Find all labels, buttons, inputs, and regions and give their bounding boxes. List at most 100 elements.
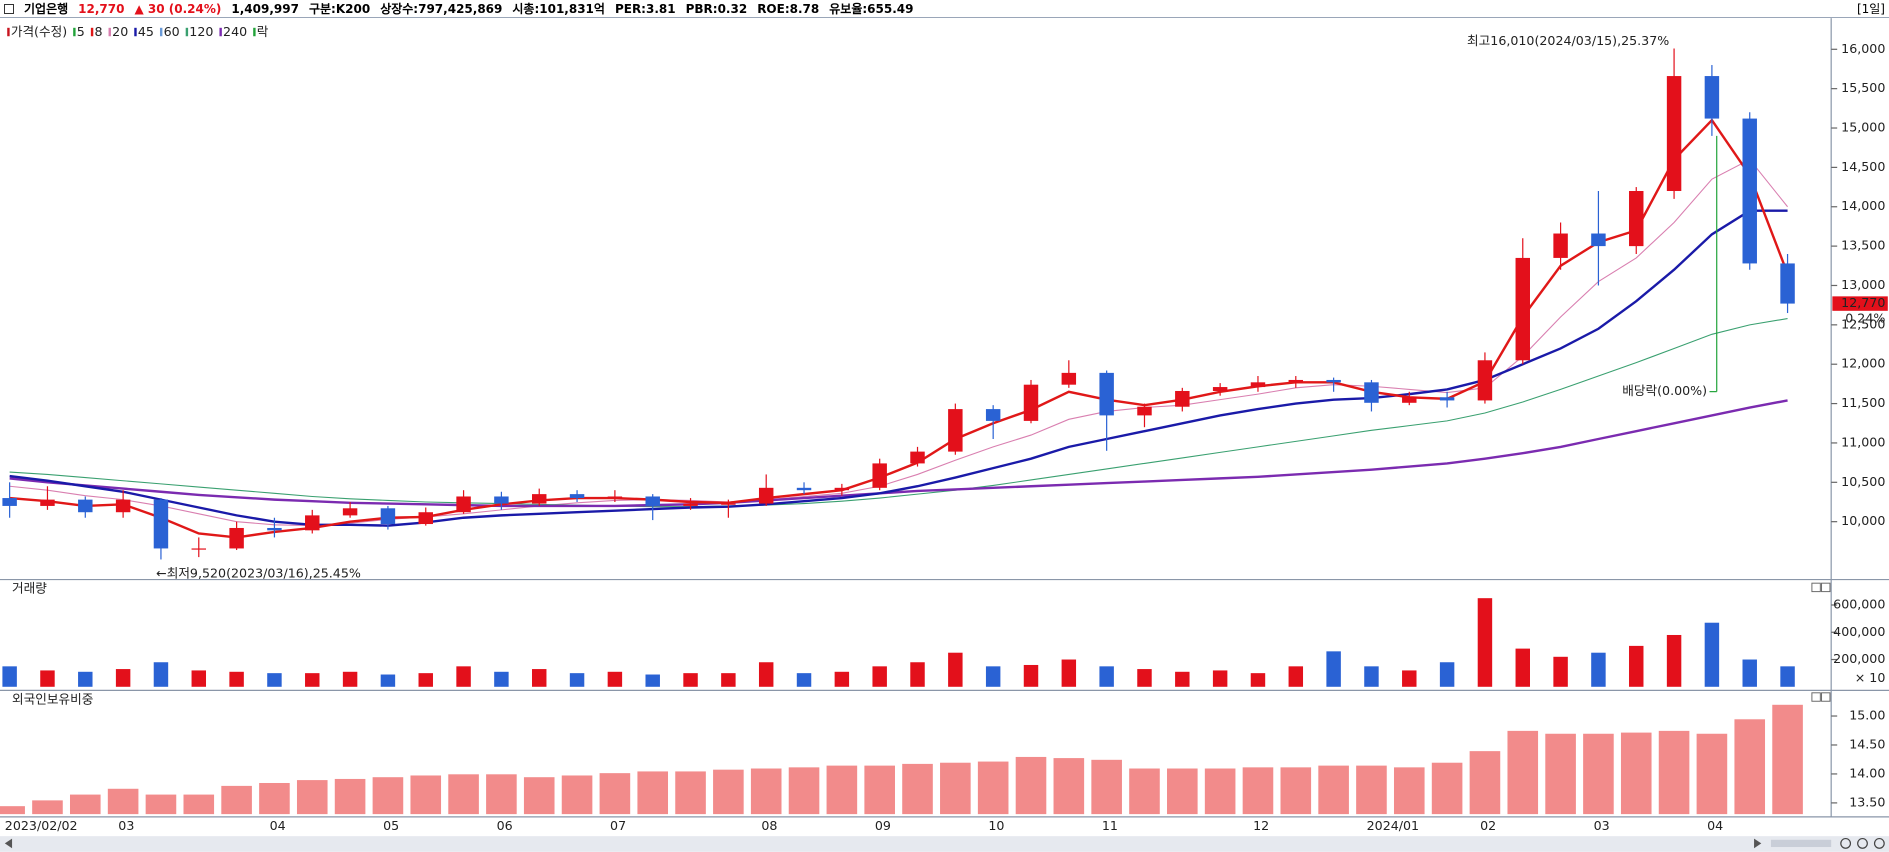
ownership-bar — [1695, 733, 1728, 815]
ownership-bar — [712, 768, 745, 815]
x-tick-label: 05 — [383, 818, 399, 833]
y-tick-label: 13,000 — [1841, 277, 1885, 292]
price: 12,770 — [78, 1, 125, 16]
ownership-bar — [69, 793, 102, 815]
candle-body — [305, 515, 320, 531]
stock-name: 기업은행 — [24, 2, 69, 16]
checkbox[interactable] — [4, 3, 14, 14]
volume-bar — [380, 674, 396, 687]
info: 구분:K200 — [308, 2, 371, 16]
volume-bar — [494, 671, 509, 687]
volume-bar — [115, 669, 131, 687]
legend-swatch — [7, 27, 10, 37]
candle-body — [1666, 76, 1682, 192]
button[interactable] — [1811, 692, 1821, 702]
ownership-bar — [1733, 718, 1766, 815]
legend-swatch — [108, 27, 111, 37]
info: 상장수:797,425,869 — [380, 2, 503, 16]
ownership-bar — [901, 763, 934, 815]
ownership-bar — [1431, 761, 1464, 815]
volume-bar — [645, 674, 660, 687]
zoom-reset[interactable] — [1873, 837, 1885, 849]
volume-bar — [1704, 622, 1720, 687]
volume-bar — [1288, 666, 1304, 687]
volume-bar — [532, 669, 547, 687]
candle-body — [1742, 118, 1757, 264]
volume-bar — [2, 666, 17, 687]
y-tick-label: 12,500 — [1841, 316, 1885, 331]
candle-body — [607, 496, 623, 499]
candle-body — [115, 499, 131, 513]
candle-body — [342, 508, 358, 516]
zoom-slider[interactable] — [1770, 839, 1832, 848]
zoom-out[interactable] — [1857, 837, 1868, 849]
ownership-bar — [1620, 731, 1653, 815]
button[interactable] — [1811, 582, 1821, 593]
candle-body — [2, 498, 17, 506]
volume-bar — [607, 671, 623, 687]
x-tick-label: 04 — [270, 818, 286, 833]
high-annotation: 최고16,010(2024/03/15),25.37% — [1467, 33, 1669, 48]
x-tick-label: 09 — [875, 818, 891, 833]
legend-swatch — [134, 27, 137, 37]
scroll-track — [0, 836, 1889, 852]
scroll-right[interactable] — [1754, 838, 1762, 849]
price-tag-label: 12,770 — [1841, 295, 1885, 310]
x-tick-label: 03 — [118, 818, 134, 833]
info: PER:3.81 — [614, 1, 676, 16]
volume-bar — [1780, 666, 1795, 687]
button[interactable] — [1821, 692, 1831, 702]
volume-bar — [834, 671, 850, 687]
ownership-bar — [1317, 764, 1350, 815]
panel-title: 외국인보유비중 — [12, 692, 93, 707]
candle-body — [229, 527, 244, 549]
ownership-bar — [107, 788, 140, 815]
ownership-bar — [334, 778, 367, 815]
candle-body — [418, 512, 433, 525]
x-tick-label: 2024/01 — [1367, 818, 1419, 833]
volume-bar — [1326, 651, 1341, 687]
zoom-in[interactable] — [1840, 837, 1852, 849]
candle-body — [796, 487, 812, 491]
moving-average — [9, 399, 1788, 508]
candle-body — [1099, 372, 1114, 416]
candle-body — [1023, 384, 1039, 421]
x-tick-label: 2023/02/02 — [5, 818, 78, 833]
dividend-annotation: 배당락(0.00%) — [1622, 383, 1707, 398]
x-tick-label: 08 — [761, 818, 777, 833]
scroll-left[interactable] — [4, 838, 13, 849]
ownership-bar — [1468, 750, 1501, 815]
x-tick-label: 10 — [988, 818, 1004, 833]
low-annotation: ←최저9,520(2023/03/16),25.45% — [156, 565, 361, 580]
y-tick-label: 14.50 — [1849, 736, 1885, 751]
volume-bar — [1099, 666, 1114, 687]
y-tick-label: 200,000 — [1833, 651, 1885, 666]
y-tick-label: 11,500 — [1841, 395, 1885, 410]
ownership-bar — [674, 770, 707, 815]
ownership-bar — [561, 774, 594, 815]
y-tick-label: 14.00 — [1849, 765, 1885, 780]
scrollbar — [0, 836, 1889, 852]
candle-body — [1288, 379, 1304, 383]
volume-bar — [342, 671, 358, 687]
ownership-bar — [1128, 767, 1161, 815]
y-tick-label: 15.00 — [1849, 708, 1885, 723]
volume-bar — [1061, 659, 1077, 687]
volume-bar — [569, 673, 585, 687]
volume-bar — [1553, 656, 1568, 687]
volume-bar — [721, 673, 736, 687]
period[interactable]: [1일] — [1856, 2, 1885, 16]
button[interactable] — [1821, 582, 1831, 593]
y-tick-label: 10,500 — [1841, 474, 1885, 489]
candle-body — [1553, 233, 1568, 258]
candle-body — [380, 508, 396, 525]
volume-bar — [1175, 671, 1190, 687]
ownership-bar — [485, 773, 518, 815]
ownership-bar — [1771, 704, 1804, 815]
volume-bar — [1364, 666, 1379, 687]
ownership-bar — [371, 776, 404, 815]
candle-body — [1061, 372, 1077, 385]
price-tag — [1832, 296, 1888, 311]
candle-body — [910, 451, 925, 464]
ownership-bar — [825, 764, 858, 815]
